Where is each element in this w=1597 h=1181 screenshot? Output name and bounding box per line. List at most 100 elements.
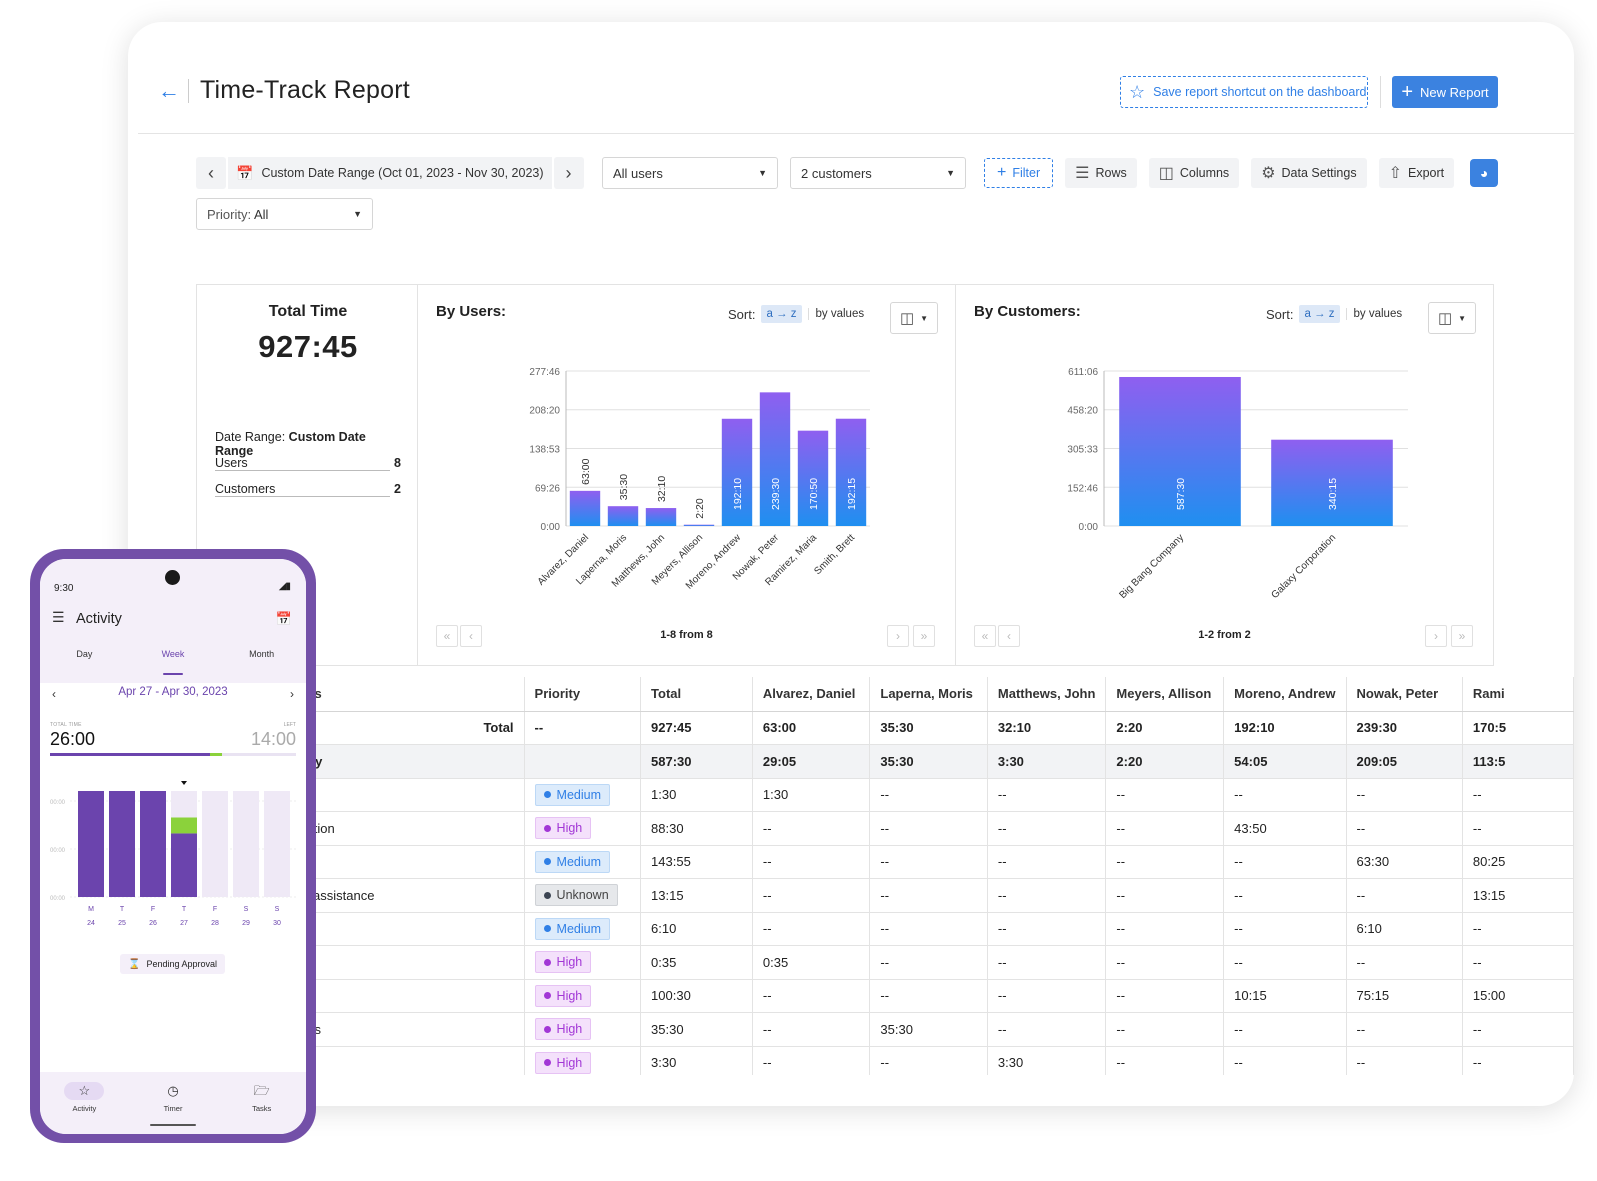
date-range-picker[interactable]: 📅 Custom Date Range (Oct 01, 2023 - Nov … (228, 157, 552, 189)
tab-day[interactable]: Day (76, 649, 93, 659)
col-header[interactable]: Nowak, Peter (1346, 677, 1463, 712)
columns-icon: ◫ (1158, 165, 1174, 182)
folder-icon: 🗁 (253, 1083, 270, 1098)
sort-az-button[interactable]: a → z (761, 305, 802, 323)
data-settings-label: Data Settings (1281, 166, 1357, 180)
chevron-left-icon[interactable]: ‹ (196, 157, 226, 189)
value-cell: 13:15 (640, 878, 753, 913)
filter-button[interactable]: + Filter (984, 158, 1054, 188)
col-header-tasks[interactable]: sks (300, 677, 525, 712)
table-header-row: sksPriorityTotalAlvarez, DanielLaperna, … (300, 677, 1574, 712)
col-header[interactable]: Total (640, 677, 753, 712)
chevron-left-icon[interactable]: ‹ (52, 687, 56, 701)
last-page-icon[interactable]: » (1451, 625, 1473, 647)
chart-bar[interactable] (683, 524, 715, 526)
phone-bottom-nav: ☆ Activity ◷ Timer 🗁 Tasks (40, 1072, 306, 1134)
value-cell: 2:20 (1105, 711, 1225, 745)
customers-select[interactable]: 2 customers ▼ (790, 157, 966, 189)
col-header[interactable]: Matthews, John (987, 677, 1107, 712)
nav-tasks[interactable]: 🗁 Tasks (217, 1072, 306, 1134)
pie-chart-icon: ◕ (1479, 165, 1489, 181)
data-settings-button[interactable]: ⚙ Data Settings (1251, 158, 1367, 188)
sort-by-values-button[interactable]: by values (807, 308, 864, 320)
col-header[interactable]: Moreno, Andrew (1223, 677, 1347, 712)
sort-az-button[interactable]: a → z (1299, 305, 1340, 323)
chart-bar[interactable] (1119, 376, 1241, 526)
next-page-icon[interactable]: › (887, 625, 909, 647)
day-bar[interactable] (171, 833, 197, 897)
chart-bar[interactable] (607, 506, 639, 526)
value-cell: 927:45 (640, 711, 753, 745)
new-report-button[interactable]: + New Report (1392, 76, 1498, 108)
chart-bar[interactable] (797, 430, 829, 526)
users-bar-chart: 0:0069:26138:53208:20277:4663:00Alvarez,… (529, 367, 870, 592)
chart-bar[interactable] (645, 508, 677, 526)
day-bar-extra[interactable] (171, 817, 197, 834)
last-page-icon[interactable]: » (913, 625, 935, 647)
tab-month[interactable]: Month (249, 649, 275, 659)
priority-label: Medium (556, 921, 602, 936)
col-header[interactable]: Priority (524, 677, 642, 712)
value-cell: -- (1105, 878, 1225, 913)
calendar-icon[interactable]: 📅 (275, 611, 292, 626)
export-label: Export (1407, 166, 1445, 180)
value-cell: -- (1346, 878, 1463, 913)
columns-button[interactable]: ◫ Columns (1148, 158, 1240, 188)
day-bar-track (264, 791, 290, 897)
save-shortcut-button[interactable]: ☆ Save report shortcut on the dashboard (1120, 76, 1368, 108)
value-cell: 80:25 (1462, 845, 1574, 879)
chart-bar[interactable] (835, 418, 867, 526)
chevron-right-icon[interactable]: › (290, 687, 294, 701)
value-cell: -- (987, 1012, 1107, 1047)
chart-bar[interactable] (721, 418, 753, 526)
priority-select[interactable]: Priority: All ▼ (196, 198, 373, 230)
chart-bar[interactable] (569, 490, 601, 526)
caret-down-icon: ▼ (946, 168, 955, 178)
chart-bar[interactable] (1271, 439, 1393, 526)
priority-badge: High (534, 1051, 592, 1074)
priority-badge: High (534, 951, 592, 974)
pending-approval-badge[interactable]: ⌛ Pending Approval (120, 954, 226, 974)
col-header[interactable]: Alvarez, Daniel (752, 677, 871, 712)
task-cell (300, 945, 525, 980)
day-bar[interactable] (78, 791, 104, 897)
left-time-label: LEFT (283, 722, 296, 728)
sort-by-values-button[interactable]: by values (1345, 308, 1402, 320)
customers-pager-text: 1-2 from 2 (1198, 629, 1251, 641)
users-select[interactable]: All users ▼ (602, 157, 778, 189)
col-header[interactable]: Laperna, Moris (869, 677, 988, 712)
value-cell: -- (987, 912, 1107, 946)
next-page-icon[interactable]: › (1425, 625, 1447, 647)
day-bar[interactable] (140, 791, 166, 897)
rows-button[interactable]: ☰ Rows (1065, 158, 1137, 188)
chart-bar[interactable] (759, 392, 791, 526)
chart-type-select[interactable]: ◫ ▼ (890, 302, 938, 334)
col-header[interactable]: Meyers, Allison (1105, 677, 1225, 712)
bar-value-label: 192:10 (732, 478, 744, 510)
day-date: 28 (211, 920, 219, 927)
chart-type-select[interactable]: ◫ ▼ (1428, 302, 1476, 334)
bar-value-label: 2:20 (694, 498, 706, 519)
export-button[interactable]: ⇧ Export (1378, 158, 1455, 188)
first-page-icon[interactable]: « (974, 625, 996, 647)
nav-activity[interactable]: ☆ Activity (40, 1072, 129, 1134)
customers-summary: Customers 2 (215, 482, 401, 497)
first-page-icon[interactable]: « (436, 625, 458, 647)
status-dot-icon (543, 791, 551, 799)
users-summary-label: Users (215, 456, 391, 471)
divider (1380, 76, 1381, 108)
prev-page-icon[interactable]: ‹ (998, 625, 1020, 647)
nav-timer[interactable]: ◷ Timer (129, 1072, 218, 1134)
prev-page-icon[interactable]: ‹ (460, 625, 482, 647)
arrow-left-icon[interactable]: ← (158, 78, 180, 103)
chevron-right-icon[interactable]: › (553, 157, 584, 189)
tab-week[interactable]: Week (129, 649, 218, 675)
menu-icon[interactable]: ☰ (52, 609, 65, 625)
day-bar[interactable] (109, 791, 135, 897)
chart-toggle-button[interactable]: ◕ (1470, 159, 1499, 187)
priority-label: Medium (556, 787, 602, 802)
bar-value-label: 340:15 (1327, 478, 1339, 510)
col-header[interactable]: Rami (1462, 677, 1574, 712)
value-cell: 209:05 (1346, 744, 1463, 779)
nav-activity-label: Activity (72, 1104, 97, 1113)
